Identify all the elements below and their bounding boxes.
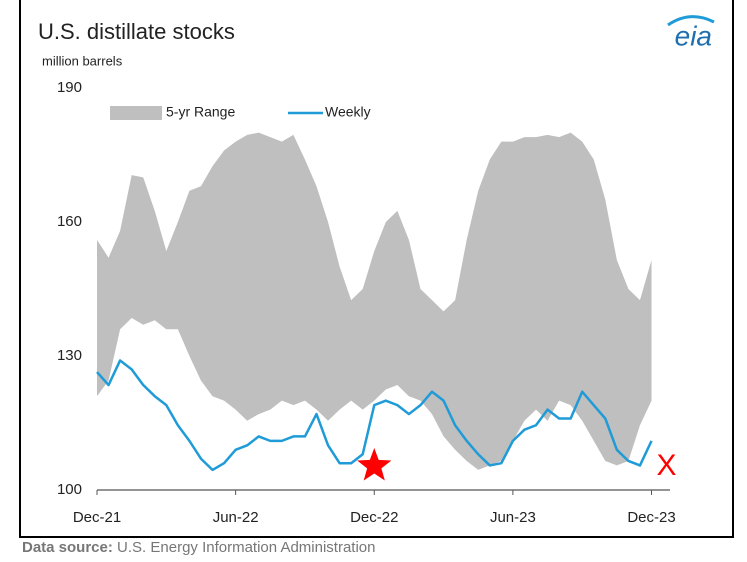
x-tick-label: Dec-21 bbox=[73, 509, 121, 526]
x-tick-label: Dec-22 bbox=[350, 509, 398, 526]
chart-title: U.S. distillate stocks bbox=[38, 19, 235, 44]
source-label: Data source: bbox=[22, 539, 113, 556]
weekly-line bbox=[96, 359, 653, 472]
chart-subtitle: million barrels bbox=[42, 53, 123, 68]
x-tick-label: Jun-22 bbox=[213, 509, 259, 526]
x-tick-label: Dec-23 bbox=[627, 509, 675, 526]
star-marker bbox=[357, 448, 392, 481]
y-tick-label: 130 bbox=[57, 347, 82, 364]
range-area bbox=[97, 132, 652, 470]
y-tick-label: 160 bbox=[57, 213, 82, 230]
legend-label: 5-yr Range bbox=[166, 104, 235, 120]
source: Data source: U.S. Energy Information Adm… bbox=[22, 539, 376, 556]
legend-label: Weekly bbox=[325, 104, 371, 120]
logo: eia bbox=[675, 20, 712, 51]
annotation: X bbox=[657, 449, 677, 482]
logo-swoosh bbox=[667, 15, 715, 27]
source-text: U.S. Energy Information Administration bbox=[117, 539, 375, 556]
legend-swatch bbox=[110, 106, 162, 120]
frame bbox=[19, 0, 734, 538]
y-tick-label: 190 bbox=[57, 79, 82, 96]
y-tick-label: 100 bbox=[57, 481, 82, 498]
x-tick-label: Jun-23 bbox=[490, 509, 536, 526]
